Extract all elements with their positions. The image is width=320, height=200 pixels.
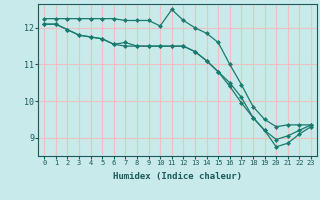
X-axis label: Humidex (Indice chaleur): Humidex (Indice chaleur)	[113, 172, 242, 181]
